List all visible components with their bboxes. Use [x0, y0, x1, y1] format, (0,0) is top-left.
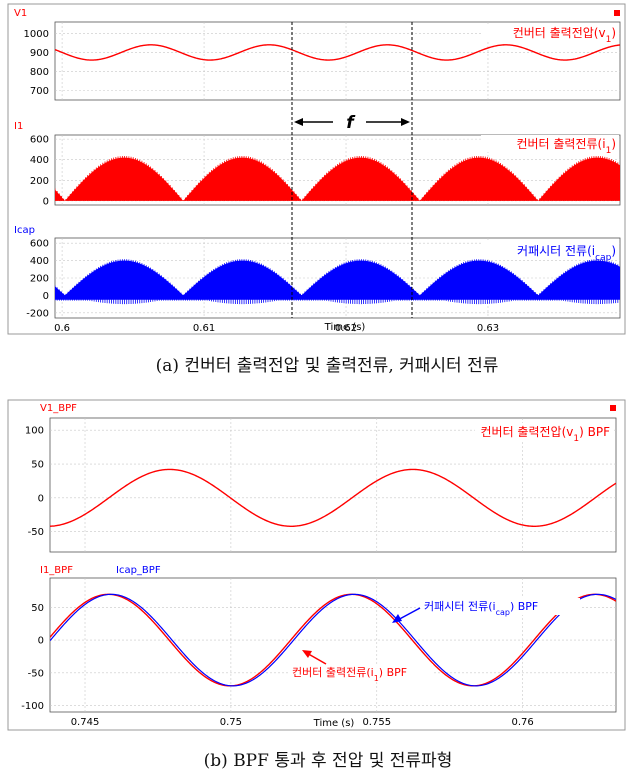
plot-v1-bpf: -50 0 50 100 V1_BPF 컨버터 출력전압(v1) BPF [25, 403, 617, 553]
plot-legend-label: 컨버터 출력전압(v1) BPF [481, 425, 611, 444]
plot-title: V1_BPF [40, 403, 77, 414]
series-line-v1 [55, 44, 620, 61]
x-tick-label: 0.755 [362, 717, 391, 728]
annotation-bg [420, 598, 580, 615]
annotation-arrowhead-blue [392, 614, 402, 623]
x-tick-label: 0.745 [71, 717, 100, 728]
plot-border [54, 21, 621, 101]
y-tick-label: 100 [25, 426, 44, 437]
y-tick-label: -200 [26, 308, 49, 319]
y-tick-label: 400 [30, 155, 49, 166]
caption-a: (a) 컨버터 출력전압 및 출력전류, 커패시터 전류 [156, 356, 499, 376]
y-tick-label: 200 [30, 274, 49, 285]
panel-b: -50 0 50 100 V1_BPF 컨버터 출력전압(v1) BPF -100 -50 0… [7, 399, 626, 731]
annotation-i1-bpf: 컨버터 출력전류(i1) BPF [292, 666, 407, 683]
panel-b-frame [7, 399, 626, 731]
y-tick-label: -50 [28, 668, 44, 679]
caption-b: (b) BPF 통과 후 전압 및 전류파형 [204, 751, 453, 771]
panel-a: 700 800 900 1000 V1 컨버터 출력전압(v1) 0 200 400 600 I1… [7, 3, 626, 335]
y-tick-label: 0 [38, 636, 44, 647]
y-tick-label: 600 [30, 239, 49, 250]
series-title-icap-bpf: Icap_BPF [116, 565, 161, 576]
y-tick-label: 0 [38, 493, 44, 504]
corner-marker-a [614, 10, 620, 16]
legend-bg [481, 242, 619, 259]
y-tick-label: 700 [30, 86, 49, 97]
x-tick-label: 0.6 [54, 323, 70, 334]
panel-a-xlabel: Time (s) [324, 322, 366, 333]
x-tick-label: 0.61 [193, 323, 215, 334]
x-tick-label: 0.62 [335, 323, 357, 334]
plot-border [49, 417, 617, 553]
legend-bg [475, 423, 613, 440]
legend-bg [481, 135, 619, 152]
freq-marker-arrowhead-right [401, 118, 410, 126]
plot-border [49, 577, 617, 713]
x-tick-label: 0.76 [512, 717, 534, 728]
x-tick-label: 0.75 [220, 717, 242, 728]
y-tick-label: 600 [30, 135, 49, 146]
y-tick-label: 900 [30, 48, 49, 59]
annotation-bg [288, 664, 433, 681]
annotation-icap-bpf: 커패시터 전류(icap) BPF [424, 600, 538, 617]
y-tick-label: -50 [28, 527, 44, 538]
freq-marker-label: f [346, 113, 356, 133]
legend-bg [481, 24, 619, 41]
series-line-icap_bpf [50, 593, 616, 687]
y-tick-label: 0 [43, 196, 49, 207]
series-spikes-i1 [55, 155, 619, 201]
plot-v1: 700 800 900 1000 V1 컨버터 출력전압(v1) [14, 8, 621, 101]
plot-title: V1 [14, 8, 27, 19]
plot-legend-label: 컨버터 출력전류(i1) [516, 137, 616, 156]
freq-marker-arrowhead-left [294, 118, 303, 126]
y-tick-label: -100 [21, 701, 44, 712]
series-line-i1_bpf [50, 593, 616, 687]
y-tick-label: 0 [43, 291, 49, 302]
panel-a-frame [7, 3, 626, 335]
y-tick-label: 50 [31, 603, 44, 614]
plot-legend-label: 컨버터 출력전압(v1) [513, 26, 616, 45]
y-tick-label: 200 [30, 176, 49, 187]
plot-icap: -200 0 200 400 600 0.6 0.61 0.62 0.63 Icap 커패시터 전류… [14, 225, 621, 334]
plot-title: I1 [14, 121, 23, 132]
corner-marker-b [610, 405, 616, 411]
series-title-i1-bpf: I1_BPF [40, 565, 73, 576]
series-line-v1_bpf [50, 468, 616, 527]
y-tick-label: 50 [31, 460, 44, 471]
y-tick-label: 800 [30, 67, 49, 78]
series-spikes-icap [55, 259, 619, 305]
plot-legend-label: 커패시터 전류(icap) [517, 244, 616, 263]
y-tick-label: 1000 [24, 29, 49, 40]
y-tick-label: 400 [30, 256, 49, 267]
panel-b-xlabel: Time (s) [313, 718, 355, 729]
x-tick-label: 0.63 [477, 323, 499, 334]
plot-i1: 0 200 400 600 I1 컨버터 출력전류(i1) [14, 121, 621, 207]
plot-current-bpf: -100 -50 0 50 0.745 0.75 0.755 0.76 I1_BPF Icap_B… [21, 565, 617, 728]
plot-title: Icap [14, 225, 35, 236]
annotation-arrowhead-red [302, 650, 312, 658]
